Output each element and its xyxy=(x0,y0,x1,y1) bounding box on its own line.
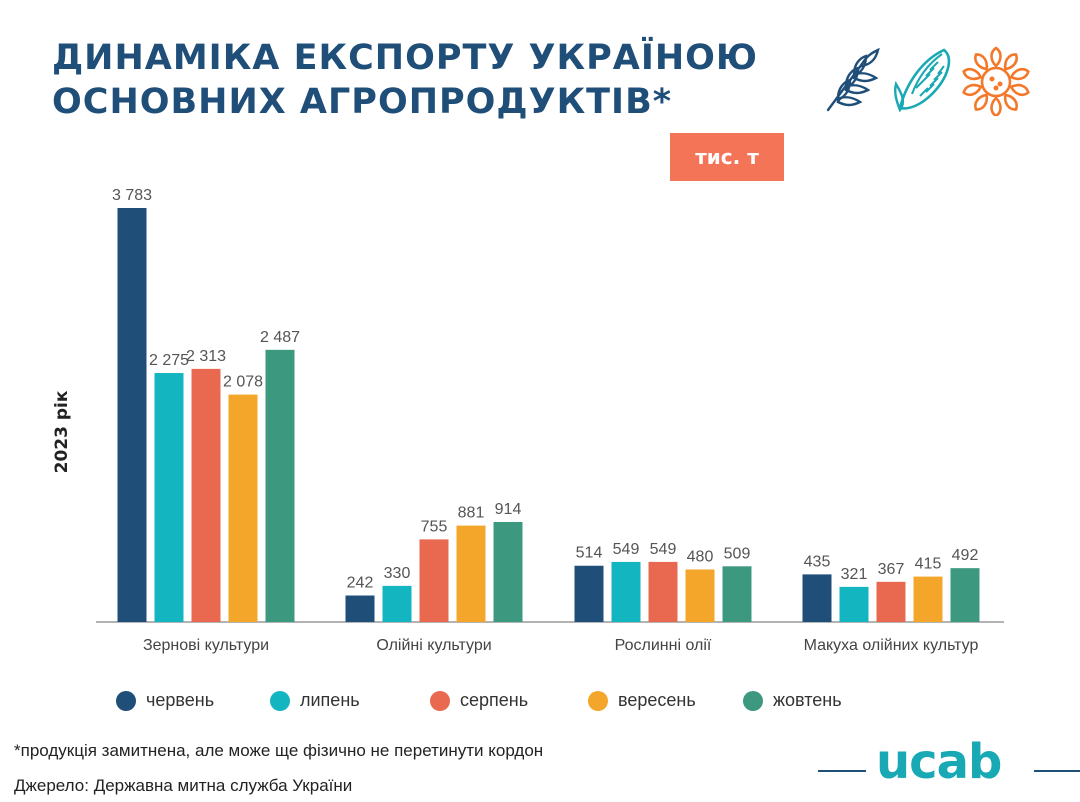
data-label: 549 xyxy=(650,541,677,558)
data-label: 435 xyxy=(804,553,831,570)
legend-label: жовтень xyxy=(773,690,842,710)
legend-label: червень xyxy=(146,690,215,710)
wheat-icon xyxy=(826,47,880,112)
legend-label: липень xyxy=(300,690,360,710)
data-label: 330 xyxy=(384,565,411,582)
category-label: Макуха олійних культур xyxy=(804,637,979,654)
legend-swatch xyxy=(270,690,290,711)
footer-rule-left xyxy=(818,770,866,772)
data-label: 242 xyxy=(347,575,374,592)
data-label: 514 xyxy=(576,545,603,562)
bar-липень-0 xyxy=(154,373,184,622)
source-note: Джерело: Державна митна служба України xyxy=(14,776,353,795)
legend-swatch xyxy=(743,690,763,711)
legend: червень липень серпень вересень жовтень xyxy=(0,690,1080,716)
category-label: Рослинні олії xyxy=(615,637,712,654)
legend-label: вересень xyxy=(618,690,696,710)
bar-липень-1 xyxy=(382,585,412,622)
legend-swatch xyxy=(116,690,136,711)
bar-жовтень-2 xyxy=(722,566,752,622)
bar-липень-2 xyxy=(611,561,641,622)
data-label: 2 078 xyxy=(223,374,263,391)
bar-серпень-3 xyxy=(876,581,906,622)
bar-вересень-0 xyxy=(228,394,258,622)
data-label: 509 xyxy=(724,545,751,562)
legend-item-0: червень xyxy=(116,690,214,711)
bar-жовтень-3 xyxy=(950,568,980,622)
legend-item-1: липень xyxy=(270,690,360,711)
data-label: 2 487 xyxy=(260,329,300,346)
legend-swatch xyxy=(588,690,608,711)
sunflower-icon xyxy=(962,46,1030,116)
footnote: *продукція замитнена, але може ще фізичн… xyxy=(14,741,544,760)
category-label: Зернові культури xyxy=(143,637,269,654)
bar-серпень-0 xyxy=(191,368,221,622)
bar-червень-1 xyxy=(345,595,375,622)
bar-вересень-3 xyxy=(913,576,943,622)
data-label: 914 xyxy=(495,501,522,518)
category-label: Олійні культури xyxy=(376,637,491,654)
bar-червень-0 xyxy=(117,208,147,622)
ucab-logo: ucab xyxy=(876,734,1002,790)
bar-липень-3 xyxy=(839,586,869,622)
bar-жовтень-0 xyxy=(265,349,295,622)
bar-вересень-1 xyxy=(456,525,486,622)
data-label: 755 xyxy=(421,518,448,535)
bar-жовтень-1 xyxy=(493,521,523,622)
chart-title: ДИНАМІКА ЕКСПОРТУ УКРАЇНОЮ ОСНОВНИХ АГРО… xyxy=(52,36,758,124)
bar-вересень-2 xyxy=(685,569,715,622)
bar-серпень-2 xyxy=(648,561,678,622)
data-label: 415 xyxy=(915,556,942,573)
bar-серпень-1 xyxy=(419,539,449,622)
data-label: 480 xyxy=(687,548,714,565)
bar-червень-3 xyxy=(802,574,832,622)
crop-icons xyxy=(826,46,1030,116)
data-label: 2 275 xyxy=(149,352,189,369)
unit-badge: тис. т xyxy=(670,133,784,181)
legend-item-3: вересень xyxy=(588,690,696,711)
data-label: 492 xyxy=(952,547,979,564)
corn-icon xyxy=(894,48,951,113)
data-label: 881 xyxy=(458,505,485,522)
legend-item-4: жовтень xyxy=(743,690,842,711)
data-label: 549 xyxy=(613,541,640,558)
data-label: 2 313 xyxy=(186,348,226,365)
legend-label: серпень xyxy=(460,690,529,710)
data-label: 3 783 xyxy=(112,187,152,204)
footer-rule-right xyxy=(1034,770,1080,772)
legend-item-2: серпень xyxy=(430,690,528,711)
data-label: 321 xyxy=(841,566,868,583)
title-line-2: ОСНОВНИХ АГРОПРОДУКТІВ* xyxy=(52,82,673,122)
data-label: 367 xyxy=(878,561,905,578)
title-line-1: ДИНАМІКА ЕКСПОРТУ УКРАЇНОЮ xyxy=(52,38,759,78)
bar-червень-2 xyxy=(574,565,604,622)
legend-swatch xyxy=(430,690,450,711)
